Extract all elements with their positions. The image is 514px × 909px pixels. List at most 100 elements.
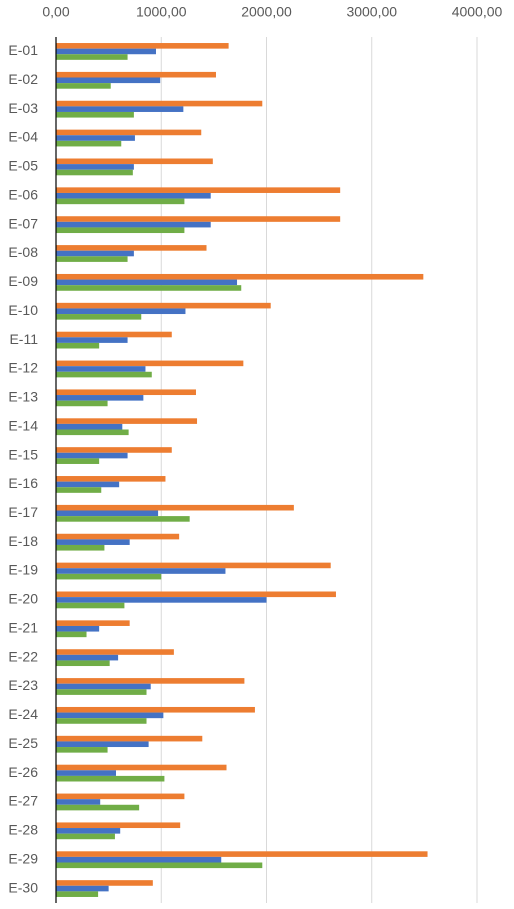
bar [56,158,213,165]
bar [56,77,161,84]
bar [56,43,229,49]
bar [56,423,123,430]
bar [56,833,115,840]
bar [56,828,121,834]
bar [56,862,263,869]
y-tick-label: E-22 [8,648,38,664]
bar [56,360,244,367]
bar [56,164,134,170]
bar [56,331,172,338]
x-tick-label: 1000,00 [136,4,187,20]
bar [56,366,146,372]
y-tick-label: E-27 [8,793,38,809]
y-tick-label: E-05 [8,158,38,174]
bar [56,516,190,522]
bar [56,285,242,291]
y-tick-label: E-01 [8,42,38,58]
y-tick-label: E-04 [8,129,38,145]
bar [56,476,166,482]
bar [56,770,116,776]
bar [56,192,211,199]
bar [56,452,128,459]
bar [56,54,128,60]
bar [56,822,181,829]
bar [56,649,174,655]
bar [56,169,133,176]
y-tick-label: E-23 [8,677,38,693]
bar [56,631,87,638]
bar [56,689,147,695]
y-tick-label: E-25 [8,735,38,751]
bar [56,678,245,684]
x-tick-label: 0,00 [42,4,69,20]
y-tick-label: E-18 [8,533,38,549]
bar [56,660,110,667]
bar [56,458,100,464]
bar [56,741,149,748]
bar [56,885,109,892]
bar [56,337,128,343]
bar [56,429,129,436]
bar [56,129,202,136]
y-tick-label: E-06 [8,186,38,202]
bar [56,602,125,609]
y-tick-label: E-28 [8,822,38,838]
bar [56,481,120,488]
bar [56,371,152,378]
bar [56,562,331,569]
y-tick-label: E-02 [8,71,38,87]
bar [56,504,294,511]
bar [56,804,140,811]
y-tick-label: E-14 [8,417,38,433]
bar [56,718,147,724]
bar [56,256,128,262]
bar [56,620,130,626]
y-tick-label: E-13 [8,389,38,405]
bar [56,625,100,632]
y-tick-label: E-07 [8,215,38,231]
bar [56,597,267,603]
y-tick-label: E-15 [8,446,38,462]
bar [56,100,263,107]
bar [56,400,108,407]
bar [56,198,185,205]
bar [56,880,153,886]
bar [56,775,165,782]
bar [56,856,222,863]
bar [56,221,211,228]
bar [56,487,102,493]
bar [56,654,119,661]
bar [56,308,186,315]
bar [56,395,144,401]
x-tick-label: 3000,00 [346,4,397,20]
bar [56,568,226,574]
bar [56,712,164,719]
y-tick-label: E-20 [8,591,38,607]
bar [56,891,99,897]
y-tick-label: E-08 [8,244,38,260]
y-tick-label: E-16 [8,475,38,491]
bar [56,111,134,118]
bar [56,683,151,690]
bar [56,539,130,545]
x-tick-label: 2000,00 [241,4,292,20]
bar [56,793,185,800]
bar [56,216,341,222]
bar [56,314,142,320]
bar [56,48,156,55]
y-tick-label: E-19 [8,562,38,578]
y-tick-label: E-03 [8,100,38,116]
bar [56,573,162,580]
bar [56,227,185,234]
bar [56,735,203,742]
y-tick-label: E-09 [8,273,38,289]
bar [56,106,184,112]
y-tick-label: E-30 [8,879,38,895]
bar [56,747,108,753]
y-tick-label: E-29 [8,850,38,866]
bar [56,510,159,517]
bar [56,135,135,141]
x-tick-label: 4000,00 [452,4,503,20]
